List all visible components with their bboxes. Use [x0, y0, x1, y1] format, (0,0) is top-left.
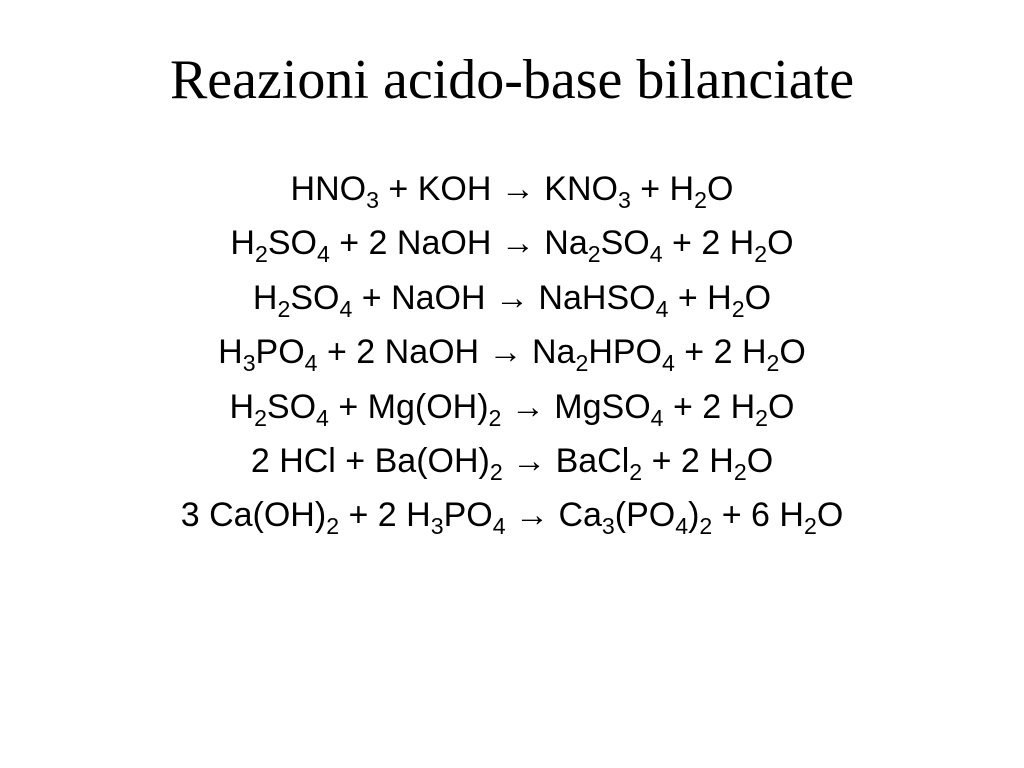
- slide-title: Reazioni acido-base bilanciate: [170, 48, 854, 112]
- equation-5: H2SO4 + Mg(OH)2 → MgSO4 + 2 H2O: [230, 380, 795, 434]
- equation-7: 3 Ca(OH)2 + 2 H3PO4 → Ca3(PO4)2 + 6 H2O: [181, 488, 844, 542]
- equation-4: H3PO4 + 2 NaOH → Na2HPO4 + 2 H2O: [218, 325, 806, 379]
- equation-2: H2SO4 + 2 NaOH → Na2SO4 + 2 H2O: [230, 216, 793, 270]
- equation-1: HNO3 + KOH → KNO3 + H2O: [291, 162, 734, 216]
- equation-list: HNO3 + KOH → KNO3 + H2OH2SO4 + 2 NaOH → …: [181, 162, 844, 543]
- equation-3: H2SO4 + NaOH → NaHSO4 + H2O: [253, 271, 771, 325]
- slide: Reazioni acido-base bilanciate HNO3 + KO…: [0, 0, 1024, 768]
- equation-6: 2 HCl + Ba(OH)2 → BaCl2 + 2 H2O: [251, 434, 773, 488]
